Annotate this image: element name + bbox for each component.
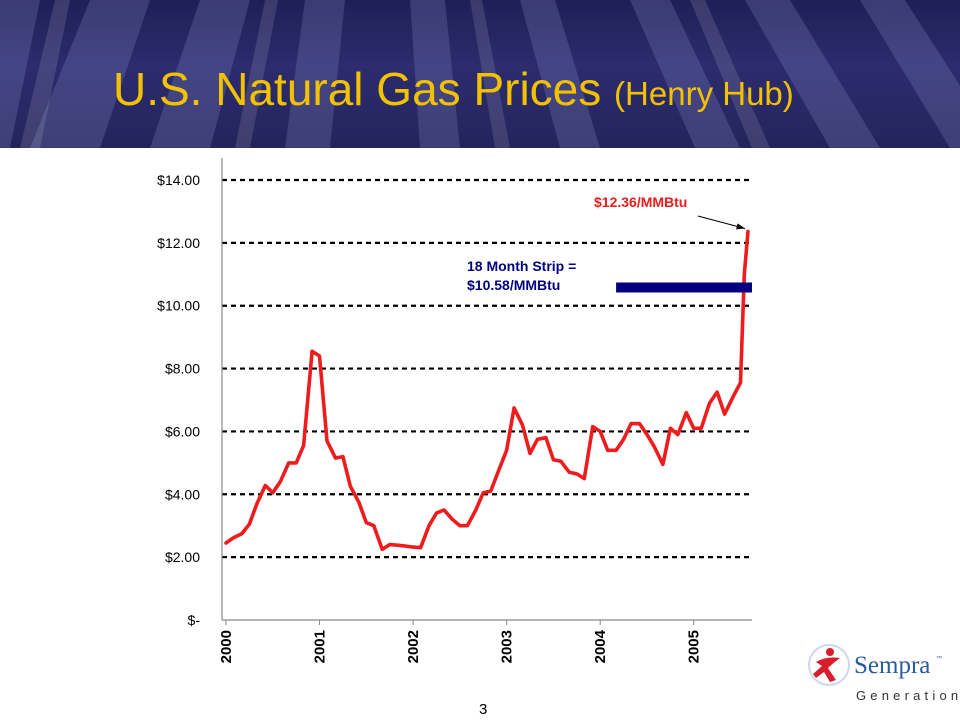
x-tick-label-3: 2003 bbox=[499, 630, 516, 663]
y-tick-label-5: $4.00 bbox=[165, 486, 200, 502]
x-tick-label-2: 2002 bbox=[405, 630, 422, 663]
title-main: U.S. Natural Gas Prices bbox=[113, 63, 602, 115]
title-subtitle: (Henry Hub) bbox=[614, 75, 794, 112]
x-tick-label-1: 2001 bbox=[312, 630, 329, 663]
header-background-graphic bbox=[0, 0, 960, 148]
logo-division: Generation bbox=[856, 688, 960, 703]
price-series-line bbox=[224, 229, 750, 552]
page-title: U.S. Natural Gas Prices (Henry Hub) bbox=[113, 66, 794, 112]
strip-label-line-0: 18 Month Strip = bbox=[467, 258, 576, 274]
y-tick-label-1: $12.00 bbox=[157, 235, 200, 251]
x-tick-label-4: 2004 bbox=[592, 629, 609, 663]
logo-wordmark: Sempra bbox=[854, 652, 931, 679]
y-tick-label-3: $8.00 bbox=[165, 361, 200, 377]
y-tick-label-4: $6.00 bbox=[165, 423, 200, 439]
y-tick-label-0: $14.00 bbox=[157, 172, 200, 188]
y-tick-label-6: $2.00 bbox=[165, 549, 200, 565]
y-tick-label-2: $10.00 bbox=[157, 298, 200, 314]
spot-price-label: $12.36/MMBtu bbox=[594, 194, 687, 210]
y-tick-label-7: $- bbox=[188, 612, 201, 628]
sempra-figure-icon bbox=[808, 644, 850, 686]
strip-bar bbox=[616, 282, 752, 293]
x-tick-label-0: 2000 bbox=[218, 630, 235, 663]
sempra-logo: Sempra ™ Generation bbox=[806, 640, 958, 710]
spot-arrow-head bbox=[736, 223, 745, 230]
page-number: 3 bbox=[479, 701, 488, 718]
logo-trademark: ™ bbox=[936, 656, 942, 662]
header-banner: U.S. Natural Gas Prices (Henry Hub) bbox=[0, 0, 960, 148]
x-tick-label-5: 2005 bbox=[686, 630, 703, 663]
price-line-chart: $14.00 $12.00 $10.00 $8.00 $6.00 $4.00 $2.00 $-… bbox=[157, 158, 752, 663]
strip-label-line-1: $10.58/MMBtu bbox=[467, 277, 560, 293]
